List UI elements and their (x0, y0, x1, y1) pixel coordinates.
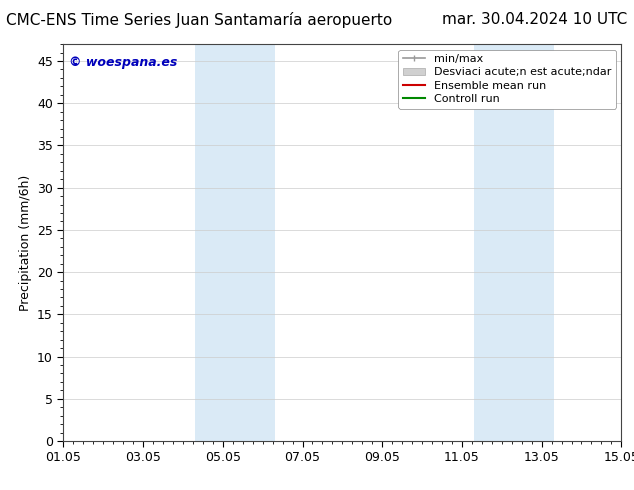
Legend: min/max, Desviaci acute;n est acute;ndar, Ensemble mean run, Controll run: min/max, Desviaci acute;n est acute;ndar… (398, 49, 616, 109)
Text: © woespana.es: © woespana.es (69, 56, 178, 69)
Bar (474, 44, 553, 441)
Text: mar. 30.04.2024 10 UTC: mar. 30.04.2024 10 UTC (443, 12, 628, 27)
Bar (195, 44, 275, 441)
Y-axis label: Precipitation (mm/6h): Precipitation (mm/6h) (18, 174, 32, 311)
Text: CMC-ENS Time Series Juan Santamaría aeropuerto: CMC-ENS Time Series Juan Santamaría aero… (6, 12, 392, 28)
